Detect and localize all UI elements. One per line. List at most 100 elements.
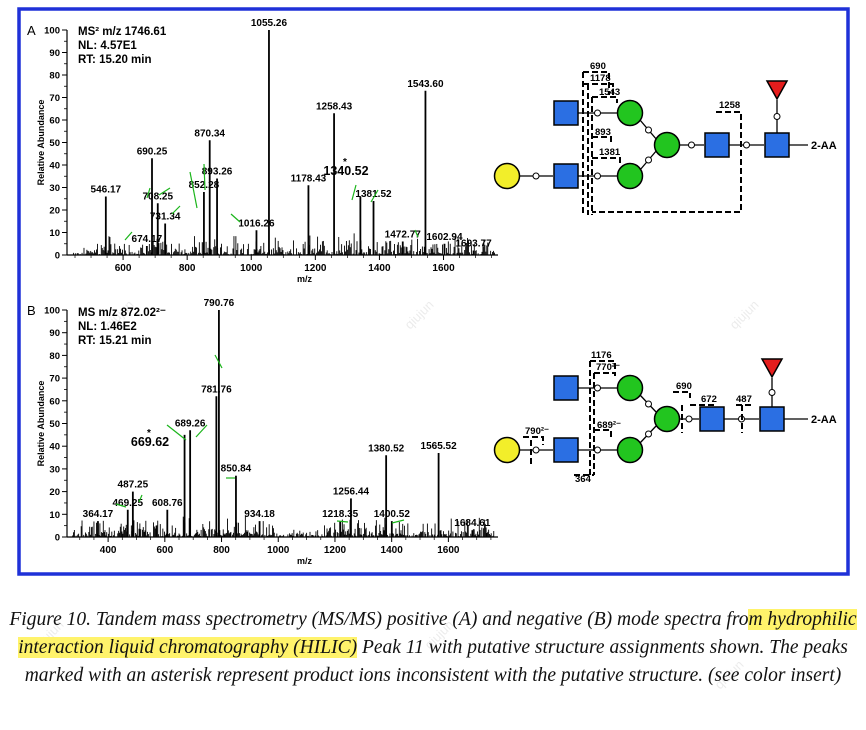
fragment-cleavage-line (592, 111, 742, 213)
x-tick-label: 600 (156, 545, 173, 556)
fragment-label: 1258 (719, 100, 740, 111)
caption-text-a: Figure 10. Tandem mass spectrometry (MS/… (9, 609, 749, 630)
fragment-cleavage-line (673, 391, 691, 398)
fragment-cleavage-line (523, 436, 544, 445)
peak-label: 1684.61 (454, 518, 491, 529)
fucose-triangle (765, 80, 789, 101)
peak-label: 364.17 (83, 509, 114, 520)
x-tick-label: 1200 (324, 545, 347, 556)
reducing-end-label: 2-AA (811, 414, 837, 426)
x-tick-label: 800 (179, 263, 196, 274)
fragment-cleavage-line (583, 83, 614, 95)
starred-peak-label: 669.62 (131, 435, 169, 449)
annotation-leader (230, 213, 241, 223)
fragment-label: 1543 (599, 87, 620, 98)
peak-label: 1218.35 (322, 509, 359, 520)
galactose-circle (493, 162, 521, 190)
peak-label: 608.76 (152, 498, 183, 509)
y-tick-label: 100 (44, 26, 60, 37)
peak-label: 1565.52 (421, 441, 458, 452)
x-tick-label: 600 (115, 263, 132, 274)
fragment-label: 1381 (599, 147, 621, 158)
peak-label: 1256.44 (333, 486, 370, 497)
fragment-label: 690 (590, 61, 606, 72)
figure-border (17, 7, 850, 576)
hexose-circle (616, 374, 644, 402)
y-tick-label: 100 (44, 306, 60, 317)
annotation-leader (115, 503, 127, 508)
fragment-label: 672 (701, 394, 717, 405)
y-tick-label: 70 (49, 374, 60, 385)
x-tick-label: 1600 (437, 545, 460, 556)
hexose-circle (616, 162, 644, 190)
linkage-dot (532, 172, 540, 180)
peak-label: 1055.26 (251, 18, 288, 29)
peak-label: 469.25 (112, 498, 143, 509)
y-tick-label: 0 (55, 533, 60, 544)
peak-label: 1380.52 (368, 443, 405, 454)
annotation-leader (138, 494, 143, 503)
fragment-cleavage-line (583, 71, 610, 95)
annotation-leader (336, 520, 349, 523)
y-axis-label: Relative Abundance (36, 381, 46, 467)
fragment-cleavage-line (594, 429, 612, 438)
x-tick-label: 1200 (304, 263, 327, 274)
y-tick-label: 70 (49, 93, 60, 104)
linkage-dot (685, 415, 693, 423)
caption-text-b: Peak 11 with putative structure assignme… (24, 637, 848, 686)
annotation-leader (351, 184, 357, 201)
hexose-circle (616, 436, 644, 464)
fragment-label: 364 (575, 474, 592, 485)
x-tick-label: 1400 (381, 545, 404, 556)
hexnac-square (553, 100, 579, 126)
y-tick-label: 40 (49, 161, 60, 172)
y-tick-label: 20 (49, 206, 60, 217)
linkage-dot (594, 446, 601, 454)
linkage-dot (594, 172, 601, 180)
peak-label: 1543.60 (407, 79, 444, 90)
annotation-leader (146, 187, 151, 199)
spectrum-header-line: NL: 1.46E2 (78, 321, 137, 333)
hexose-circle (616, 99, 644, 127)
peak-label: 790.76 (204, 298, 235, 309)
peak-label: 690.25 (137, 146, 168, 157)
peak-label: 852.28 (189, 180, 220, 191)
hexnac-square (699, 406, 725, 432)
fragment-label: 689²⁻ (597, 420, 621, 431)
peak-label: 1693.77 (455, 239, 492, 250)
fragment-label: 770²⁻ (596, 362, 620, 373)
y-tick-label: 50 (49, 138, 60, 149)
annotation-leader (391, 519, 405, 524)
y-tick-label: 0 (55, 251, 60, 262)
annotation-leader (414, 229, 419, 238)
panel-letter: B (27, 303, 36, 318)
y-tick-label: 40 (49, 442, 60, 453)
x-tick-label: 1000 (267, 545, 290, 556)
figure-caption: Figure 10. Tandem mass spectrometry (MS/… (8, 606, 858, 690)
annotation-leader (203, 163, 206, 191)
spectrum-header-line: RT: 15.21 min (78, 335, 152, 347)
y-tick-label: 10 (49, 228, 60, 239)
linkage-dot (688, 141, 695, 149)
annotation-leader (158, 187, 171, 196)
peak-label: 1472.77 (385, 230, 422, 241)
fragment-cleavage-line (592, 96, 618, 103)
peak-label: 934.18 (244, 509, 275, 520)
hexnac-square (704, 132, 730, 158)
y-axis-label: Relative Abundance (36, 100, 46, 186)
peak-label: 1381.52 (355, 189, 392, 200)
spectrum-header-line: NL: 4.57E1 (78, 40, 137, 52)
spectrum-header-line: MS m/z 872.02²⁻ (78, 307, 166, 319)
linkage-dot (645, 156, 652, 164)
peak-label: 708.25 (142, 191, 173, 202)
peak-label: 1258.43 (316, 101, 353, 112)
y-tick-label: 50 (49, 419, 60, 430)
y-tick-label: 60 (49, 396, 60, 407)
fragment-label: 487 (736, 394, 752, 405)
peak-label: 689.26 (175, 418, 206, 429)
y-tick-label: 80 (49, 351, 60, 362)
fragment-label: 1176 (591, 350, 612, 361)
reducing-end-label: 2-AA (811, 140, 837, 152)
annotation-leader (214, 354, 223, 369)
